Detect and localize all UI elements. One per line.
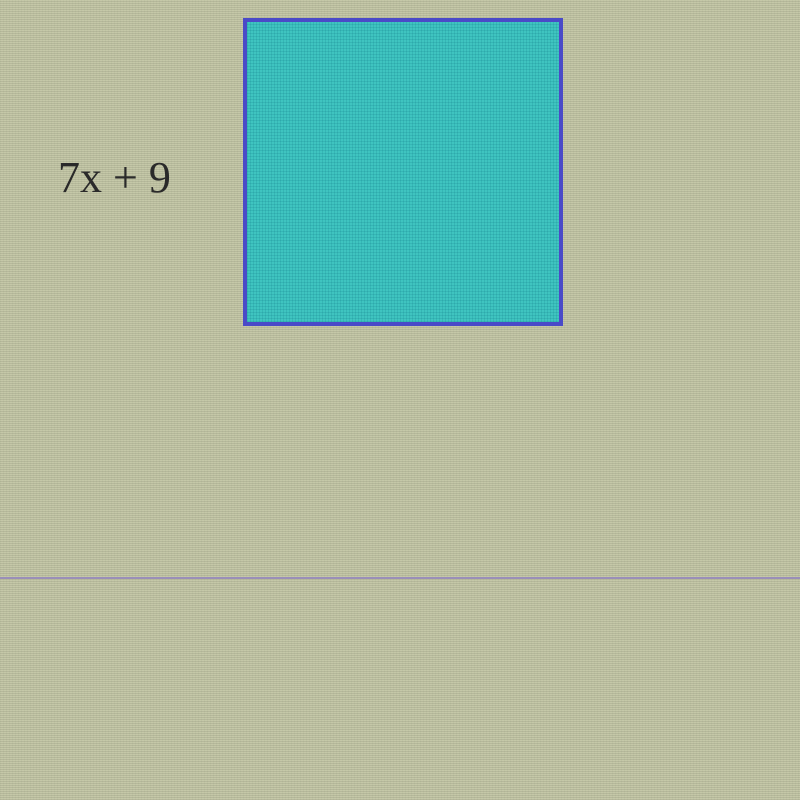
geometry-square [243,18,563,326]
horizontal-divider [0,577,800,579]
side-length-expression: 7x + 9 [58,152,171,203]
